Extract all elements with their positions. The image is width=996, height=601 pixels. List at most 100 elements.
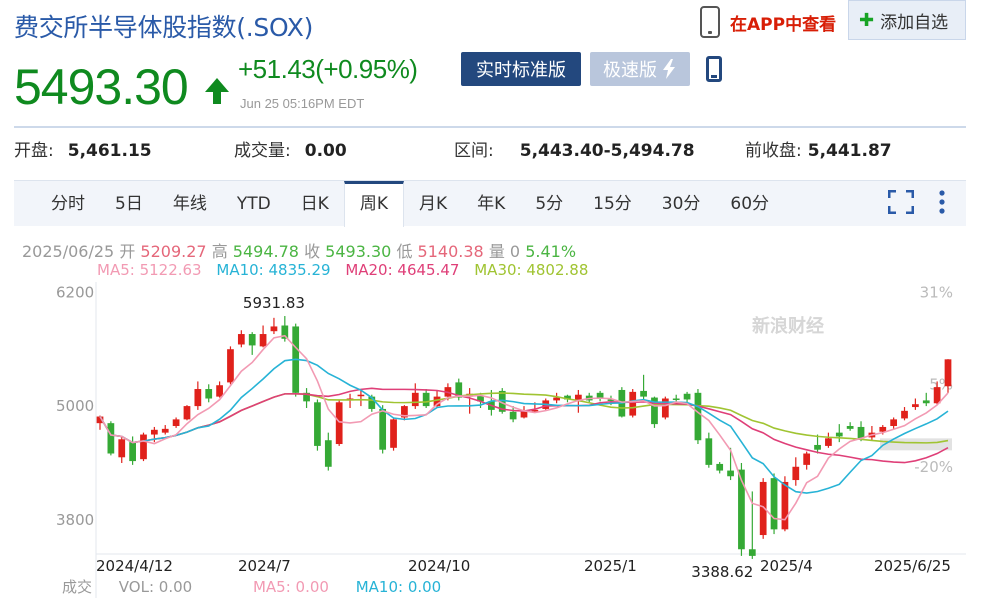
candle-body	[433, 396, 441, 407]
volume-value: VOL: 0.00	[118, 578, 193, 596]
tab-15min[interactable]: 15分	[593, 193, 632, 214]
add-watchlist-button[interactable]: ✚ 添加自选	[848, 0, 966, 40]
candle-body	[705, 438, 713, 465]
candle-body	[477, 395, 484, 402]
ohlc-high-label: 高	[211, 242, 228, 261]
fast-version-label: 极速版	[603, 60, 657, 81]
x-tick-label: 2024/10	[408, 557, 471, 575]
candle-body	[140, 434, 147, 460]
ohlc-close-label: 收	[304, 242, 321, 261]
candle-body	[183, 406, 191, 420]
stat-prev-close-value: 5,441.87	[807, 141, 892, 161]
candle-body	[96, 416, 104, 424]
period-tabs: 分时 5日 年线 YTD 日K 周K 月K 年K 5分 15分 30分 60分	[14, 180, 966, 227]
ohlc-open: 5209.27	[140, 242, 207, 261]
ohlc-readout: 2025/06/25 开 5209.27 高 5494.78 收 5493.30…	[22, 238, 576, 262]
candle-body	[748, 549, 756, 556]
x-tick-label: 2025/1	[584, 557, 637, 575]
mobile-icon[interactable]	[706, 56, 722, 82]
candle-body	[901, 410, 908, 419]
candle-body	[803, 453, 811, 465]
candle-body	[129, 442, 136, 462]
candle-body	[792, 466, 800, 481]
tab-intraday[interactable]: 分时	[51, 193, 85, 214]
tab-5day[interactable]: 5日	[115, 193, 143, 214]
ohlc-vol: 0	[509, 242, 521, 261]
candle-body	[118, 439, 126, 458]
stat-prev-close: 前收盘: 5,441.87	[745, 136, 892, 161]
price-marker	[880, 438, 952, 451]
stat-open-label: 开盘:	[14, 141, 54, 161]
realtime-standard-button[interactable]: 实时标准版	[461, 52, 581, 86]
candle-body	[270, 326, 278, 332]
candle-body	[401, 406, 408, 418]
tab-daily-k[interactable]: 日K	[300, 193, 329, 214]
stat-volume-label: 成交量:	[234, 141, 291, 161]
low-annotation: 3388.62	[691, 563, 753, 581]
candle-body	[814, 444, 821, 450]
stat-range-value: 5,443.40-5,494.78	[519, 141, 695, 161]
ma-legend: MA5: 5122.63 MA10: 4835.29 MA20: 4645.47…	[97, 261, 598, 279]
stat-volume-value: 0.00	[304, 141, 347, 161]
tab-year-line[interactable]: 年线	[172, 193, 207, 214]
ma5-line	[99, 334, 949, 521]
tab-monthly-k[interactable]: 月K	[419, 193, 448, 214]
ohlc-pct: 5.41%	[525, 242, 577, 261]
tab-60min[interactable]: 60分	[730, 193, 770, 214]
ma10-legend: MA10: 4835.29	[216, 261, 331, 279]
ohlc-high: 5494.78	[232, 242, 299, 261]
open-in-app-link[interactable]: 在APP中查看	[730, 15, 837, 35]
page-title: 费交所半导体股指数(.SOX)	[14, 13, 314, 42]
fast-version-button[interactable]: 极速版	[590, 52, 690, 86]
candle-body	[857, 426, 865, 439]
phone-icon[interactable]	[700, 6, 720, 38]
y-tick-label-right: -20%	[914, 458, 953, 476]
ma20-legend: MA20: 4645.47	[345, 261, 460, 279]
tab-yearly-k[interactable]: 年K	[477, 193, 506, 214]
fullscreen-icon[interactable]	[888, 190, 914, 214]
candle-body	[835, 432, 843, 437]
candle-body	[607, 399, 615, 401]
x-tick-label: 2024/4/12	[96, 557, 173, 575]
candle-body	[303, 392, 310, 402]
candle-body	[694, 392, 702, 441]
ohlc-open-label: 开	[119, 242, 136, 261]
candle-body	[933, 387, 941, 404]
tab-30min[interactable]: 30分	[661, 193, 701, 214]
candle-body	[248, 334, 256, 346]
candle-body	[335, 402, 343, 445]
y-tick-label: 3800	[56, 511, 94, 529]
candle-body	[498, 390, 506, 412]
y-tick-label: 6200	[56, 283, 94, 301]
candle-body	[944, 359, 952, 387]
add-watchlist-label: 添加自选	[880, 12, 949, 33]
candle-body	[553, 397, 560, 401]
candle-body	[922, 400, 930, 404]
price-change: +51.43(+0.95%)	[238, 54, 418, 84]
candle-body	[770, 478, 778, 530]
candle-body	[629, 391, 637, 416]
candle-body	[879, 426, 887, 432]
candle-body	[596, 392, 604, 399]
ma20-line	[99, 387, 949, 464]
watermark: 新浪财经	[752, 315, 824, 337]
candle-body	[161, 428, 169, 433]
candle-body	[640, 390, 647, 397]
tab-ytd[interactable]: YTD	[236, 193, 271, 214]
candle-body	[738, 469, 745, 550]
x-tick-label: 2024/7	[238, 557, 291, 575]
stat-range-label: 区间:	[454, 141, 494, 161]
candle-body	[237, 334, 245, 345]
volume-legend: 成交 VOL: 0.00 MA5: 0.00 MA10: 0.00	[62, 576, 463, 597]
candle-body	[672, 398, 680, 401]
tab-5min[interactable]: 5分	[535, 193, 564, 214]
x-tick-label: 2025/6/25	[874, 557, 951, 575]
more-options-icon[interactable]	[938, 190, 946, 214]
tab-weekly-k[interactable]: 周K	[343, 180, 404, 227]
candle-body	[368, 396, 376, 409]
candle-body	[357, 394, 365, 397]
ma30-legend: MA30: 4802.88	[474, 261, 589, 279]
candle-body	[379, 408, 387, 450]
